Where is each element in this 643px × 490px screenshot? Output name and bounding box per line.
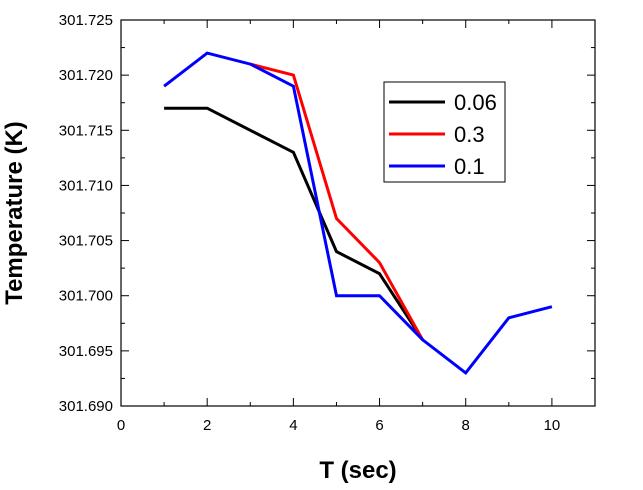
y-tick-label: 301.720: [59, 67, 113, 84]
series-line-0.1: [163, 51, 553, 375]
x-tick-label: 2: [203, 417, 211, 434]
x-axis-title: T (sec): [319, 457, 396, 484]
x-tick-label: 10: [544, 417, 561, 434]
y-axis-title: Temperature (K): [1, 121, 28, 305]
x-tick-label: 6: [375, 417, 383, 434]
series-line-0.06: [164, 106, 424, 341]
x-tick-label: 0: [117, 417, 125, 434]
x-tick-label: 4: [289, 417, 297, 434]
series-layer: [163, 51, 553, 375]
legend: 0.06 0.3 0.1: [383, 81, 506, 183]
plot-area: 0 2 4 6 8 10 301.690 301.695 301.700 301.705 301.7…: [59, 12, 596, 434]
legend-label-0.3: 0.3: [454, 122, 485, 147]
plot-frame: [120, 19, 596, 407]
y-tick-label: 301.700: [59, 288, 113, 305]
y-tick-label: 301.705: [59, 233, 113, 250]
y-tick-label: 301.710: [59, 177, 113, 194]
y-tick-label: 301.690: [59, 398, 113, 415]
y-tick-label: 301.715: [59, 122, 113, 139]
y-tick-label: 301.695: [59, 343, 113, 360]
series-line-0.3: [249, 62, 424, 341]
legend-label-0.1: 0.1: [454, 154, 485, 179]
x-tick-label: 8: [462, 417, 470, 434]
y-tick-label: 301.725: [59, 12, 113, 29]
legend-label-0.06: 0.06: [454, 90, 497, 115]
